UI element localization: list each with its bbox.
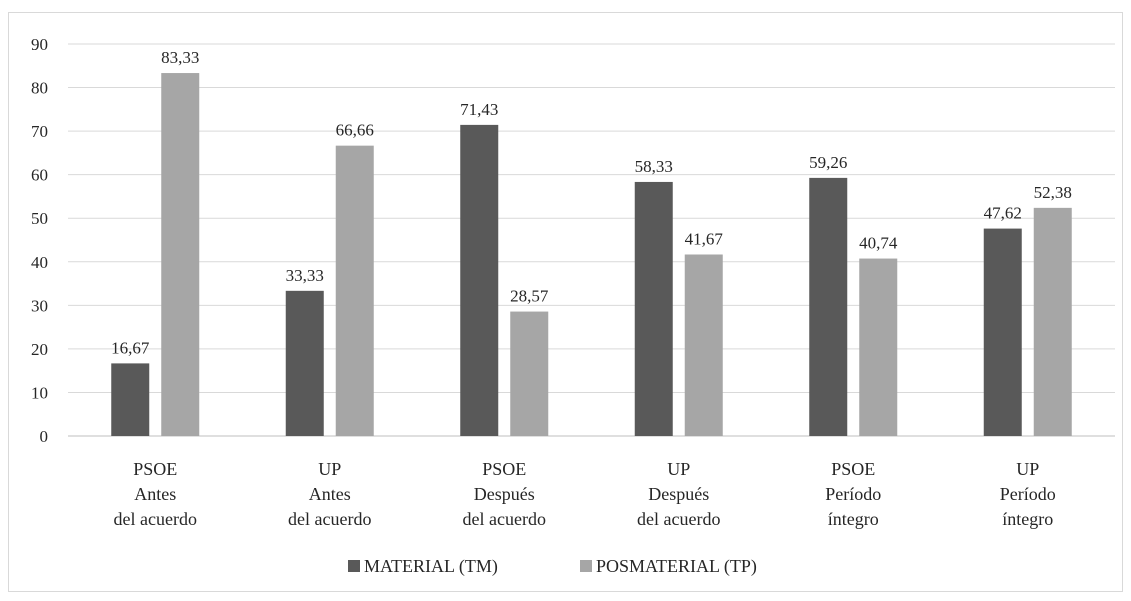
y-tick-label: 90 (31, 35, 48, 54)
y-tick-label: 0 (40, 427, 49, 446)
y-tick-label: 50 (31, 209, 48, 228)
category-label-line: UP (667, 459, 690, 479)
gridlines (68, 43, 1115, 437)
category-label-line: UP (1016, 459, 1039, 479)
legend-swatch (580, 560, 592, 572)
y-tick-label: 60 (31, 166, 48, 185)
y-tick-label: 70 (31, 122, 48, 141)
y-tick-label: 30 (31, 296, 48, 315)
y-tick-label: 40 (31, 253, 48, 272)
bar (111, 363, 150, 436)
bar (285, 290, 324, 436)
category-label-line: PSOE (133, 459, 177, 479)
bar (983, 228, 1022, 436)
bar (510, 311, 549, 436)
category-label-line: del acuerdo (288, 509, 371, 529)
category-label: UP Antes del acuerdo (288, 459, 371, 529)
category-label: PSOE Período íntegro (825, 459, 881, 529)
data-label: 59,26 (809, 153, 847, 172)
category-label-line: PSOE (482, 459, 526, 479)
data-label: 58,33 (635, 157, 673, 176)
category-label: PSOE Antes del acuerdo (114, 459, 197, 529)
category-label-line: PSOE (831, 459, 875, 479)
category-label: PSOE Después del acuerdo (463, 459, 546, 529)
y-tick-label: 20 (31, 340, 48, 359)
category-label-line: Antes (134, 484, 176, 504)
data-label: 47,62 (984, 204, 1022, 223)
bar (684, 254, 723, 436)
category-label-line: Después (648, 484, 709, 504)
bars (111, 73, 1072, 437)
category-label-line: Período (1000, 484, 1056, 504)
bar (809, 177, 848, 436)
data-label: 16,67 (111, 338, 150, 357)
y-tick-label: 80 (31, 79, 48, 98)
category-label: UP Después del acuerdo (637, 459, 720, 529)
bar (335, 145, 374, 436)
category-label: UP Período íntegro (1000, 459, 1056, 529)
data-label: 52,38 (1034, 183, 1072, 202)
legend-swatch (348, 560, 360, 572)
data-label: 33,33 (286, 266, 324, 285)
data-labels: 16,67 83,33 33,33 66,66 71,43 28,57 58,33 41,67… (111, 48, 1072, 357)
category-label-line: del acuerdo (114, 509, 197, 529)
bar (634, 181, 673, 436)
category-label-line: del acuerdo (463, 509, 546, 529)
category-label-line: UP (318, 459, 341, 479)
bar (161, 73, 200, 437)
legend-label: POSMATERIAL (TP) (596, 556, 757, 577)
y-axis-ticks: 0 10 20 30 40 50 60 70 80 90 (31, 35, 48, 446)
legend-label: MATERIAL (TM) (364, 556, 498, 577)
category-label-line: Después (474, 484, 535, 504)
bar (1033, 207, 1072, 436)
bar (460, 124, 499, 437)
category-label-line: Período (825, 484, 881, 504)
category-label-line: íntegro (1002, 509, 1053, 529)
category-label-line: del acuerdo (637, 509, 720, 529)
data-label: 83,33 (161, 48, 199, 67)
data-label: 40,74 (859, 234, 898, 253)
data-label: 66,66 (336, 121, 374, 140)
bar (859, 258, 898, 436)
category-label-line: íntegro (828, 509, 879, 529)
data-label: 71,43 (460, 100, 498, 119)
data-label: 41,67 (685, 230, 724, 249)
category-label-line: Antes (309, 484, 351, 504)
legend: MATERIAL (TM) POSMATERIAL (TP) (348, 556, 757, 577)
y-tick-label: 10 (31, 383, 48, 402)
data-label: 28,57 (510, 287, 549, 306)
